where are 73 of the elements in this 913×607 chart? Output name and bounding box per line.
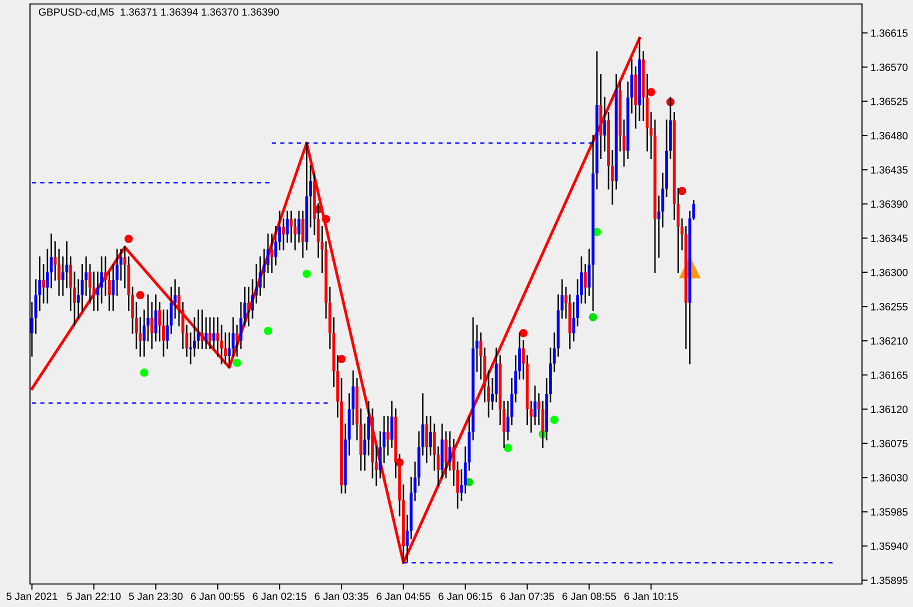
candlestick bbox=[142, 310, 146, 357]
x-tick-label: 6 Jan 08:55 bbox=[562, 592, 616, 600]
x-tick-label: 5 Jan 23:30 bbox=[128, 592, 183, 600]
candlestick bbox=[448, 431, 452, 471]
y-tick-label: 1.36525 bbox=[871, 98, 908, 106]
candlestick bbox=[584, 264, 587, 304]
candlestick bbox=[270, 234, 274, 274]
x-tick-label: 6 Jan 02:15 bbox=[252, 592, 306, 600]
point bbox=[232, 358, 242, 367]
point bbox=[124, 234, 133, 244]
point bbox=[337, 354, 346, 364]
y-tick-label: 1.35985 bbox=[871, 508, 908, 516]
y-tick-label: 1.36435 bbox=[871, 166, 908, 174]
candlestick bbox=[112, 264, 115, 312]
y-tick-label: 1.36120 bbox=[871, 406, 908, 414]
point bbox=[519, 328, 528, 338]
y-tick-label: 1.36210 bbox=[871, 337, 908, 345]
y-tick-label: 1.36300 bbox=[871, 268, 908, 276]
y-tick-label: 1.36570 bbox=[871, 64, 908, 71]
candlestick bbox=[65, 241, 68, 288]
point bbox=[264, 326, 272, 336]
candlestick bbox=[158, 302, 162, 342]
candlestick bbox=[247, 286, 250, 326]
candlestick bbox=[286, 210, 289, 243]
candlestick bbox=[54, 241, 57, 281]
chart-title: GBPUSD-cd,M5 1.36371 1.36394 1.36370 1.36390 bbox=[38, 8, 279, 17]
y-tick-label: 1.36030 bbox=[871, 474, 908, 482]
point bbox=[646, 88, 656, 96]
candlestick bbox=[224, 332, 227, 364]
y-tick-label: 1.36165 bbox=[871, 371, 908, 379]
candlestick bbox=[386, 416, 390, 456]
candlestick bbox=[444, 431, 448, 478]
candlestick bbox=[425, 416, 428, 464]
candlestick bbox=[204, 317, 208, 350]
x-tick-label: 6 Jan 10:15 bbox=[624, 592, 678, 600]
candlestick bbox=[92, 272, 96, 312]
y-tick-label: 1.36075 bbox=[871, 440, 908, 448]
point bbox=[322, 214, 330, 224]
y-tick-label: 1.36615 bbox=[871, 29, 908, 37]
candlestick bbox=[390, 400, 394, 448]
point bbox=[504, 444, 512, 452]
x-tick-label: 5 Jan 22:10 bbox=[67, 592, 121, 600]
x-tick-label: 6 Jan 03:35 bbox=[314, 592, 368, 600]
y-tick-label: 1.36390 bbox=[871, 200, 908, 208]
candlestick bbox=[42, 264, 45, 304]
x-tick-label: 6 Jan 04:55 bbox=[376, 592, 430, 600]
candlestick bbox=[216, 317, 220, 357]
y-tick-label: 1.35895 bbox=[871, 576, 908, 584]
y-tick-label: 1.36255 bbox=[871, 303, 908, 310]
candlestick bbox=[196, 310, 200, 350]
y-tick-label: 1.36480 bbox=[871, 132, 908, 140]
point bbox=[550, 416, 559, 424]
candlestick bbox=[301, 210, 304, 258]
point bbox=[678, 186, 686, 196]
y-tick-label: 1.36345 bbox=[871, 234, 908, 242]
candlestick bbox=[603, 96, 606, 152]
x-tick-label: 6 Jan 07:35 bbox=[500, 592, 554, 600]
candlestick bbox=[429, 416, 432, 456]
candlestick bbox=[212, 317, 216, 350]
candlestick bbox=[108, 272, 111, 312]
candlestick bbox=[208, 317, 212, 350]
y-tick-label: 1.35940 bbox=[871, 542, 908, 550]
candlestick bbox=[282, 218, 285, 250]
point bbox=[588, 313, 598, 322]
line-series bbox=[30, 36, 641, 564]
point bbox=[140, 368, 148, 377]
candlestick bbox=[150, 302, 154, 350]
x-tick-label: 6 Jan 06:15 bbox=[438, 592, 492, 600]
candlestick bbox=[236, 324, 238, 357]
point bbox=[302, 270, 311, 278]
x-tick-label: 5 Jan 2021 bbox=[6, 592, 58, 600]
x-tick-label: 6 Jan 00:55 bbox=[190, 592, 244, 600]
point bbox=[136, 290, 144, 300]
